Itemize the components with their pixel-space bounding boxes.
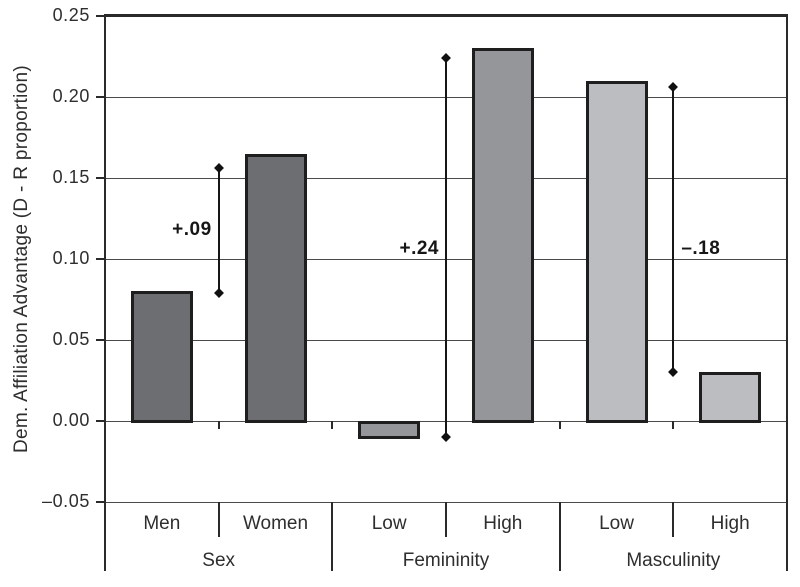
bar-femininity-low xyxy=(358,421,421,440)
annotation-line-masculinity xyxy=(672,87,675,373)
category-axis-tick xyxy=(672,421,675,429)
y-tick-mark xyxy=(96,339,105,341)
category-axis-tick xyxy=(558,421,561,429)
group-separator xyxy=(331,502,334,571)
y-tick-mark xyxy=(96,15,105,17)
y-axis-line xyxy=(104,14,106,571)
y-tick-label: 0.10 xyxy=(52,248,90,269)
y-tick-label: 0.20 xyxy=(52,86,90,107)
category-label-men: Men xyxy=(143,513,181,534)
diamond-marker-top xyxy=(213,163,224,174)
y-tick-mark xyxy=(96,258,105,260)
group-label-masculinity: Masculinity xyxy=(626,550,721,571)
plot-right-border xyxy=(786,14,788,571)
bar-femininity-high xyxy=(471,48,534,423)
y-tick-mark xyxy=(96,177,105,179)
y-tick-mark xyxy=(96,420,105,422)
y-tick-mark xyxy=(96,501,105,503)
category-label-women: Women xyxy=(242,513,309,534)
category-label-high: High xyxy=(483,513,523,534)
category-label-high: High xyxy=(710,513,750,534)
diamond-marker-top xyxy=(668,82,679,93)
group-separator xyxy=(558,502,561,571)
y-tick-label: –0.05 xyxy=(41,491,90,512)
annotation-value-masculinity: –.18 xyxy=(681,238,721,260)
bar-label-separator xyxy=(217,502,220,537)
y-tick-label: 0.05 xyxy=(52,329,90,350)
bar-masculinity-high xyxy=(699,372,762,423)
diamond-marker-bottom xyxy=(668,367,679,378)
category-axis-tick xyxy=(331,421,334,429)
y-tick-label: 0.00 xyxy=(52,410,90,431)
y-tick-label: 0.15 xyxy=(52,167,90,188)
annotation-value-sex: +.09 xyxy=(172,218,212,240)
y-tick-mark xyxy=(96,96,105,98)
category-label-low: Low xyxy=(599,513,634,534)
bar-label-separator xyxy=(445,502,447,537)
bar-sex-men xyxy=(130,291,193,423)
bar-label-separator xyxy=(672,502,675,537)
diamond-marker-bottom xyxy=(213,288,224,298)
annotation-value-femininity: +.24 xyxy=(399,238,439,260)
plot-top-border xyxy=(105,14,787,17)
diamond-marker-bottom xyxy=(441,432,451,443)
y-tick-label: 0.25 xyxy=(52,5,90,26)
group-label-sex: Sex xyxy=(202,550,236,571)
category-axis-tick xyxy=(217,421,220,429)
group-label-femininity: Femininity xyxy=(402,550,490,571)
diamond-marker-top xyxy=(441,53,451,64)
bar-sex-women xyxy=(244,153,307,423)
annotation-line-femininity xyxy=(445,58,447,438)
annotation-line-sex xyxy=(217,168,220,293)
category-label-low: Low xyxy=(371,513,407,534)
bar-masculinity-low xyxy=(585,80,648,423)
